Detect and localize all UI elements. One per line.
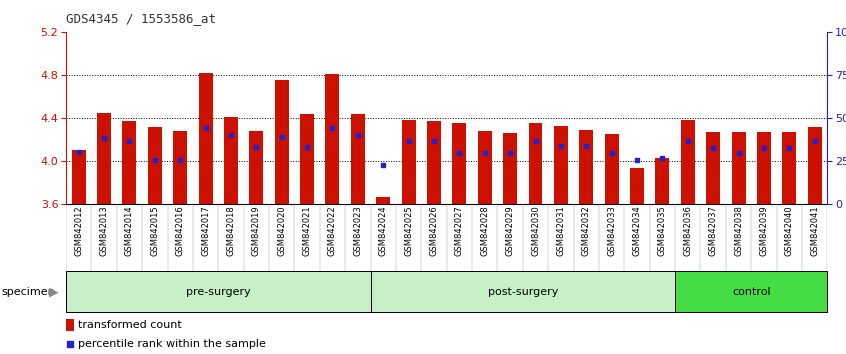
Bar: [300, 114, 314, 204]
Text: GSM842022: GSM842022: [328, 206, 337, 256]
Bar: [66, 319, 74, 331]
Text: GSM842014: GSM842014: [125, 206, 134, 256]
Bar: [224, 116, 238, 204]
Text: GSM842039: GSM842039: [760, 206, 768, 256]
Text: post-surgery: post-surgery: [487, 286, 558, 297]
Bar: [351, 114, 365, 204]
Text: GSM842033: GSM842033: [607, 206, 616, 256]
Bar: [605, 134, 618, 204]
Bar: [503, 133, 517, 204]
Text: GSM842032: GSM842032: [582, 206, 591, 256]
Text: GSM842025: GSM842025: [404, 206, 413, 256]
Text: GSM842030: GSM842030: [531, 206, 540, 256]
Bar: [783, 132, 796, 204]
Text: GSM842037: GSM842037: [709, 206, 717, 256]
Text: GSM842029: GSM842029: [506, 206, 514, 256]
Bar: [376, 197, 390, 204]
Text: GSM842020: GSM842020: [277, 206, 286, 256]
Text: GSM842021: GSM842021: [303, 206, 311, 256]
Bar: [529, 123, 542, 204]
Text: GSM842031: GSM842031: [557, 206, 565, 256]
Bar: [732, 132, 745, 204]
Text: GSM842041: GSM842041: [810, 206, 819, 256]
Text: GSM842040: GSM842040: [785, 206, 794, 256]
Text: GSM842027: GSM842027: [455, 206, 464, 256]
Text: GSM842026: GSM842026: [430, 206, 438, 256]
Bar: [706, 132, 720, 204]
Text: control: control: [732, 286, 771, 297]
Bar: [427, 121, 441, 204]
Text: GSM842023: GSM842023: [354, 206, 362, 256]
Text: GSM842038: GSM842038: [734, 206, 743, 256]
Text: GSM842012: GSM842012: [74, 206, 83, 256]
Text: GSM842028: GSM842028: [481, 206, 489, 256]
Text: GSM842019: GSM842019: [252, 206, 261, 256]
Bar: [326, 74, 339, 204]
Bar: [72, 150, 85, 204]
Text: GSM842034: GSM842034: [633, 206, 641, 256]
Text: GSM842035: GSM842035: [658, 206, 667, 256]
FancyBboxPatch shape: [675, 271, 827, 312]
Bar: [580, 130, 593, 204]
Bar: [478, 131, 492, 204]
Bar: [148, 127, 162, 204]
FancyBboxPatch shape: [371, 271, 675, 312]
Bar: [123, 121, 136, 204]
Text: GSM842018: GSM842018: [227, 206, 235, 256]
Bar: [681, 120, 695, 204]
FancyBboxPatch shape: [66, 271, 371, 312]
Bar: [656, 159, 669, 204]
Text: pre-surgery: pre-surgery: [186, 286, 250, 297]
Bar: [630, 168, 644, 204]
Bar: [808, 127, 821, 204]
Bar: [97, 113, 111, 204]
Bar: [554, 126, 568, 204]
Bar: [402, 120, 415, 204]
Text: GDS4345 / 1553586_at: GDS4345 / 1553586_at: [66, 12, 216, 25]
Text: GSM842024: GSM842024: [379, 206, 387, 256]
Bar: [453, 123, 466, 204]
Bar: [757, 132, 771, 204]
Text: specimen: specimen: [2, 286, 56, 297]
Text: GSM842015: GSM842015: [151, 206, 159, 256]
Bar: [199, 73, 212, 204]
Bar: [250, 131, 263, 204]
Text: GSM842016: GSM842016: [176, 206, 184, 256]
Text: GSM842013: GSM842013: [100, 206, 108, 256]
Text: percentile rank within the sample: percentile rank within the sample: [78, 339, 266, 349]
Text: ▶: ▶: [49, 285, 58, 298]
Text: GSM842017: GSM842017: [201, 206, 210, 256]
Text: transformed count: transformed count: [78, 320, 182, 330]
Bar: [173, 131, 187, 204]
Bar: [275, 80, 288, 204]
Text: GSM842036: GSM842036: [684, 206, 692, 256]
